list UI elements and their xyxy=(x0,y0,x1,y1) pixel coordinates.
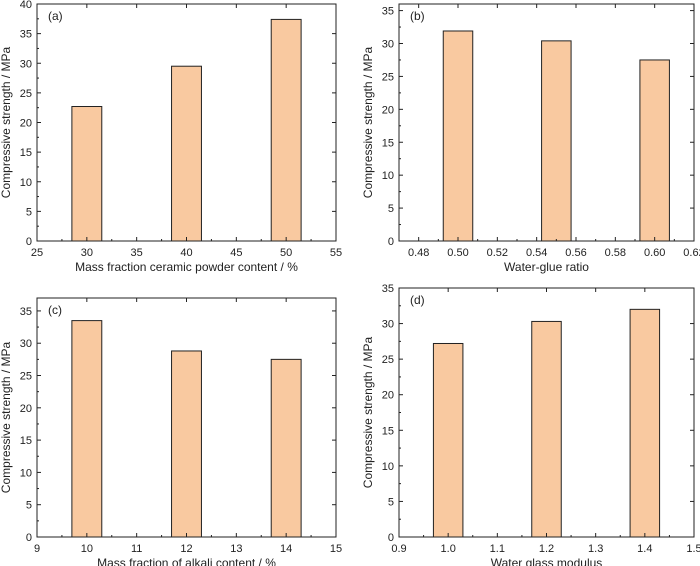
y-tick-label: 10 xyxy=(20,177,32,189)
y-tick-label: 15 xyxy=(20,147,32,159)
y-tick-label: 30 xyxy=(20,338,32,350)
y-axis-title: Compressive strength / MPa xyxy=(361,46,375,198)
x-tick-label: 0.62 xyxy=(683,247,700,259)
x-axis-title: Mass fraction ceramic powder content / % xyxy=(75,260,298,274)
x-tick-label: 0.60 xyxy=(644,247,665,259)
x-tick-label: 9 xyxy=(34,543,40,555)
y-tick-label: 25 xyxy=(20,371,32,383)
x-tick-label: 30 xyxy=(81,247,93,259)
x-axis-title: Water-glue ratio xyxy=(504,260,589,274)
panel-label: (b) xyxy=(410,9,425,23)
x-tick-label: 50 xyxy=(280,247,292,259)
x-tick-label: 1.4 xyxy=(637,543,652,555)
y-tick-label: 15 xyxy=(382,137,394,149)
x-tick-label: 10 xyxy=(81,543,93,555)
x-tick-label: 0.9 xyxy=(391,543,406,555)
bar-b-0 xyxy=(442,30,474,242)
y-tick-label: 5 xyxy=(388,496,394,508)
panel-label: (d) xyxy=(410,293,425,307)
bar-d-0 xyxy=(432,342,464,538)
plot-frame xyxy=(398,3,695,242)
x-tick-label: 1.2 xyxy=(539,543,554,555)
x-tick-label: 0.52 xyxy=(487,247,508,259)
x-tick-label: 0.54 xyxy=(526,247,547,259)
bar-a-0 xyxy=(71,106,103,242)
y-tick-label: 30 xyxy=(382,39,394,51)
x-axis-title: Mass fraction of alkali content / % xyxy=(97,556,276,566)
y-tick-label: 5 xyxy=(26,500,32,512)
y-tick-label: 35 xyxy=(382,283,394,295)
x-tick-label: 40 xyxy=(180,247,192,259)
bar-d-1 xyxy=(531,320,562,538)
y-tick-label: 30 xyxy=(382,319,394,331)
x-tick-label: 55 xyxy=(330,247,342,259)
y-tick-label: 25 xyxy=(382,71,394,83)
y-tick-label: 0 xyxy=(388,532,394,544)
bar-b-1 xyxy=(541,40,572,242)
y-axis-title: Compressive strength / MPa xyxy=(0,341,13,493)
y-tick-label: 35 xyxy=(20,306,32,318)
x-tick-label: 1.1 xyxy=(490,543,505,555)
x-tick-label: 0.50 xyxy=(447,247,468,259)
x-tick-label: 25 xyxy=(31,247,43,259)
panel-label: (c) xyxy=(48,303,62,317)
y-tick-label: 10 xyxy=(382,170,394,182)
y-tick-label: 25 xyxy=(382,354,394,366)
x-tick-label: 0.56 xyxy=(565,247,586,259)
bar-a-1 xyxy=(171,65,202,242)
y-tick-label: 20 xyxy=(20,118,32,130)
y-tick-label: 0 xyxy=(388,236,394,248)
y-tick-label: 0 xyxy=(26,532,32,544)
panel-label: (a) xyxy=(48,9,63,23)
y-tick-label: 35 xyxy=(20,29,32,41)
x-tick-label: 11 xyxy=(131,543,142,555)
y-tick-label: 5 xyxy=(388,203,394,215)
x-tick-label: 1.5 xyxy=(686,543,700,555)
x-tick-label: 14 xyxy=(280,543,292,555)
y-tick-label: 15 xyxy=(20,435,32,447)
x-tick-label: 0.48 xyxy=(408,247,429,259)
chart-panel-a: 25 30 35 40 45 50 55 0 5 10 15 20 25 30 35 40 (a) Mass fr… xyxy=(0,0,342,274)
chart-panel-d: 0.9 1.0 1.1 1.2 1.3 1.4 1.5 0 5 10 15 20 25 30 35 (d) Wa… xyxy=(361,283,700,566)
x-tick-label: 1.0 xyxy=(441,543,456,555)
x-tick-label: 45 xyxy=(230,247,242,259)
y-tick-label: 25 xyxy=(20,88,32,100)
chart-panel-c: 9 10 11 12 13 14 15 0 5 10 15 20 25 30 35 (c) Mass fract… xyxy=(0,297,342,566)
x-tick-label: 13 xyxy=(230,543,242,555)
y-tick-label: 40 xyxy=(20,0,32,11)
x-tick-label: 12 xyxy=(180,543,192,555)
y-tick-label: 20 xyxy=(20,403,32,415)
y-tick-label: 30 xyxy=(20,58,32,70)
y-tick-label: 10 xyxy=(382,461,394,473)
bar-a-2 xyxy=(270,18,302,242)
x-tick-label: 1.3 xyxy=(588,543,603,555)
y-axis-title: Compressive strength / MPa xyxy=(361,336,375,488)
bar-d-2 xyxy=(629,308,661,538)
bar-c-1 xyxy=(171,350,202,538)
x-tick-label: 0.58 xyxy=(605,247,626,259)
bar-c-2 xyxy=(270,358,302,538)
bar-b-2 xyxy=(639,59,670,242)
x-tick-label: 15 xyxy=(330,543,342,555)
y-tick-label: 10 xyxy=(20,467,32,479)
x-axis-title: Water glass modulus xyxy=(491,556,603,566)
y-tick-label: 15 xyxy=(382,425,394,437)
y-tick-label: 5 xyxy=(26,206,32,218)
y-tick-label: 0 xyxy=(26,236,32,248)
x-tick-label: 35 xyxy=(131,247,143,259)
y-tick-label: 35 xyxy=(382,6,394,18)
y-tick-label: 20 xyxy=(382,104,394,116)
y-tick-label: 20 xyxy=(382,390,394,402)
bar-c-0 xyxy=(71,320,103,538)
chart-panel-b: 0.48 0.50 0.52 0.54 0.56 0.58 0.60 0.62 0 5 10 15 20… xyxy=(361,3,700,274)
y-axis-title: Compressive strength / MPa xyxy=(0,46,13,198)
